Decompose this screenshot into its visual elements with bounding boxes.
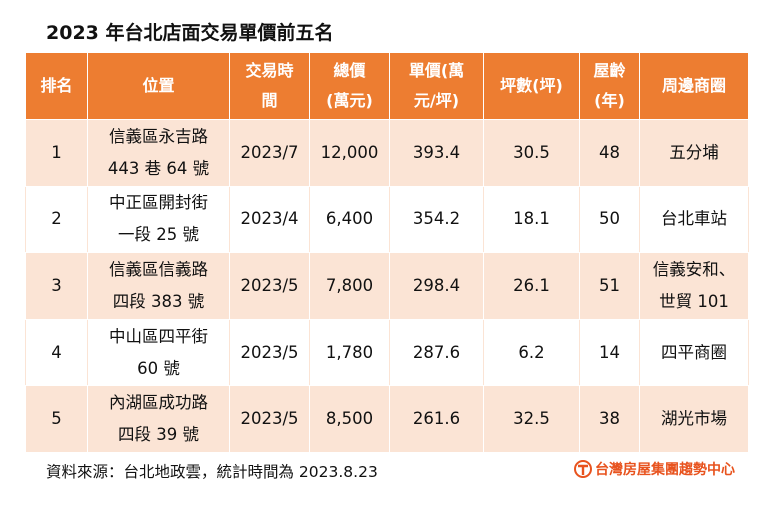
cell-rank: 1 (25, 119, 88, 187)
cell-location: 信義區信義路 四段 383 號 (87, 252, 230, 320)
header-total-line: (萬元) (326, 91, 373, 110)
cell-area: 18.1 (483, 185, 580, 254)
cell-area: 30.5 (483, 119, 580, 187)
cell-date: 2023/5 (229, 252, 310, 320)
cell-area: 26.1 (483, 252, 580, 320)
header-age: 屋齡 (年) (579, 52, 640, 120)
cell-location-line: 60 號 (137, 358, 180, 378)
cell-district: 信義安和、世貿 101 (639, 252, 749, 320)
header-unit: 單價(萬 元/坪) (389, 52, 484, 120)
cell-age: 38 (579, 385, 640, 453)
cell-location-line: 443 巷 64 號 (107, 158, 210, 178)
cell-unit: 354.2 (389, 185, 484, 254)
header-location: 位置 (87, 52, 230, 120)
cell-location-line: 信義區永吉路 (109, 126, 208, 146)
cell-district: 四平商圈 (639, 318, 749, 387)
cell-unit: 393.4 (389, 119, 484, 187)
cell-rank: 2 (25, 185, 88, 254)
taiwan-realty-logo-icon (574, 460, 592, 478)
source-note: 資料來源：台北地政雲，統計時間為 2023.8.23 (46, 463, 378, 481)
cell-area: 6.2 (483, 318, 580, 387)
cell-location: 內湖區成功路 四段 39 號 (87, 385, 230, 453)
header-area: 坪數(坪) (483, 52, 580, 120)
cell-district-line: 四平商圈 (661, 342, 727, 362)
cell-location-line: 中正區開封街 (109, 193, 208, 213)
cell-location-line: 信義區信義路 (109, 259, 208, 279)
cell-location-line: 中山區四平街 (109, 326, 208, 346)
header-district: 周邊商圈 (639, 52, 749, 120)
header-rank: 排名 (25, 52, 88, 120)
cell-date: 2023/7 (229, 119, 310, 187)
brand-logo-text: 台灣房屋集團趨勢中心 (595, 462, 735, 478)
cell-age: 48 (579, 119, 640, 187)
header-date: 交易時 間 (229, 52, 310, 120)
cell-location-line: 四段 39 號 (118, 425, 199, 445)
cell-area: 32.5 (483, 385, 580, 453)
cell-district-line: 湖光市場 (661, 409, 727, 429)
cell-district-line: 五分埔 (669, 142, 719, 162)
cell-date: 2023/5 (229, 385, 310, 453)
header-age-line: (年) (594, 91, 625, 110)
header-unit-line: 單價(萬 (408, 61, 465, 80)
header-total-line: 總價 (333, 61, 366, 80)
cell-age: 50 (579, 185, 640, 254)
header-total: 總價 (萬元) (309, 52, 390, 120)
cell-district: 湖光市場 (639, 385, 749, 453)
cell-rank: 4 (25, 318, 88, 387)
cell-date: 2023/4 (229, 185, 310, 254)
cell-rank: 5 (25, 385, 88, 453)
ranking-table: 排名 位置 交易時 間 總價 (萬元) 單價(萬 元/坪) 坪數(坪) 屋齡 (… (25, 52, 749, 453)
cell-total: 7,800 (309, 252, 390, 320)
cell-location: 信義區永吉路 443 巷 64 號 (87, 119, 230, 187)
cell-age: 14 (579, 318, 640, 387)
cell-location-line: 四段 383 號 (112, 291, 205, 311)
cell-date: 2023/5 (229, 318, 310, 387)
cell-district-line: 信義安和、 (652, 259, 736, 279)
cell-total: 1,780 (309, 318, 390, 387)
header-unit-line: 元/坪) (413, 91, 460, 110)
cell-unit: 298.4 (389, 252, 484, 320)
cell-district-line: 台北車站 (661, 209, 727, 229)
cell-location: 中山區四平街 60 號 (87, 318, 230, 387)
cell-location: 中正區開封街 一段 25 號 (87, 185, 230, 254)
table-row: 5 內湖區成功路 四段 39 號 2023/5 8,500 261.6 32.5 38 湖光市場 (25, 385, 749, 453)
table-row: 1 信義區永吉路 443 巷 64 號 2023/7 12,000 393.4 30.5 48… (25, 119, 749, 187)
cell-location-line: 內湖區成功路 (109, 393, 208, 413)
header-date-line: 交易時 (245, 61, 294, 80)
cell-age: 51 (579, 252, 640, 320)
cell-district-line: 世貿 101 (659, 291, 729, 311)
table-row: 3 信義區信義路 四段 383 號 2023/5 7,800 298.4 26.1 51 信義安… (25, 252, 749, 320)
cell-total: 6,400 (309, 185, 390, 254)
cell-district: 台北車站 (639, 185, 749, 254)
cell-unit: 287.6 (389, 318, 484, 387)
cell-rank: 3 (25, 252, 88, 320)
table-row: 4 中山區四平街 60 號 2023/5 1,780 287.6 6.2 14 四平商圈 (25, 318, 749, 387)
page-title: 2023 年台北店面交易單價前五名 (46, 22, 334, 44)
cell-district: 五分埔 (639, 119, 749, 187)
table-header-row: 排名 位置 交易時 間 總價 (萬元) 單價(萬 元/坪) 坪數(坪) 屋齡 (… (25, 52, 749, 120)
brand-logo: 台灣房屋集團趨勢中心 (574, 459, 735, 479)
cell-location-line: 一段 25 號 (118, 225, 199, 245)
header-date-line: 間 (261, 91, 278, 110)
cell-total: 12,000 (309, 119, 390, 187)
cell-total: 8,500 (309, 385, 390, 453)
header-age-line: 屋齡 (593, 61, 626, 80)
cell-unit: 261.6 (389, 385, 484, 453)
table-row: 2 中正區開封街 一段 25 號 2023/4 6,400 354.2 18.1 50 台北車站 (25, 185, 749, 254)
